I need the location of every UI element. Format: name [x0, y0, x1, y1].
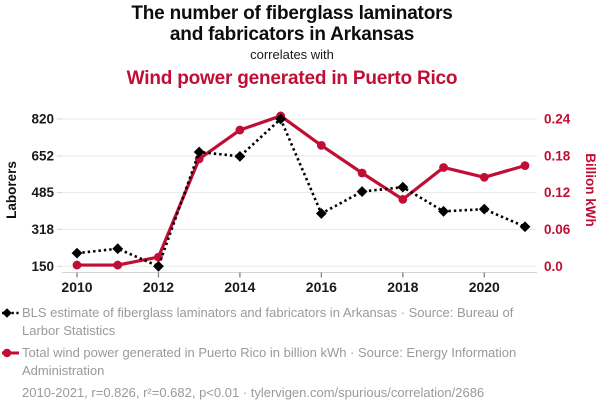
right-axis-tick-label: 0.12: [544, 185, 570, 200]
data-point-circle: [439, 163, 448, 172]
legend-diamond: [2, 308, 12, 318]
right-axis-tick-label: 0.24: [544, 112, 571, 127]
data-point-circle: [398, 195, 408, 204]
right-axis-tick-label: 0.06: [544, 222, 571, 237]
left-axis-tick-label: 820: [31, 112, 54, 127]
x-axis-tick-label: 2010: [61, 279, 92, 295]
data-point-diamond: [234, 150, 246, 162]
data-point-circle: [72, 260, 82, 270]
data-point-circle: [479, 172, 489, 182]
data-point-diamond: [315, 208, 327, 219]
data-point-diamond: [438, 205, 449, 217]
plot-area: 150 318 485 652 820 0.0 0.06 0.12 0.18 0.24 2010 20…: [4, 112, 598, 296]
x-axis-tick-label: 2014: [224, 279, 255, 295]
left-axis-tick-label: 485: [31, 185, 54, 200]
chart-legend: BLS estimate of fiberglass laminators an…: [2, 304, 590, 402]
data-point-circle: [357, 168, 367, 178]
right-axis-title: Billion kWh: [583, 153, 598, 227]
left-axis-title: Laborers: [4, 161, 19, 219]
left-axis-tick-label: 652: [31, 148, 54, 163]
data-point-diamond: [275, 113, 287, 125]
data-point-diamond: [478, 203, 490, 215]
data-point-circle: [316, 140, 326, 150]
data-point-diamond: [397, 181, 409, 193]
data-point-circle: [113, 260, 123, 270]
data-point-circle: [235, 125, 245, 135]
data-point-diamond: [153, 260, 164, 272]
legend-item-label: BLS estimate of fiberglass laminators an…: [22, 305, 514, 338]
chart-title-line2: and fabricators in Arkansas: [169, 24, 415, 45]
left-axis-tick-label: 318: [31, 222, 54, 237]
series-line-windpower: [77, 114, 526, 267]
x-axis-tick-label: 2020: [469, 279, 500, 295]
chart-subtitle: Wind power generated in Puerto Rico: [126, 68, 458, 89]
legend-item-label: Total wind power generated in Puerto Ric…: [22, 345, 517, 378]
diamond-dashed-legend-icon: [2, 308, 19, 318]
legend-circle: [2, 348, 12, 358]
series-line-laborers: [76, 117, 526, 268]
data-point-diamond: [356, 186, 368, 197]
data-point-diamond: [71, 247, 83, 259]
legend-item-windpower: Total wind power generated in Puerto Ric…: [2, 344, 590, 380]
stats-footnote: 2010-2021, r=0.826, r²=0.682, p<0.01 · t…: [22, 385, 485, 400]
chart-title-line1: The number of fiberglass laminators: [131, 3, 453, 24]
data-point-diamond: [112, 243, 124, 255]
chart-title: The number of fiberglass laminators and …: [0, 3, 584, 45]
circle-solid-legend-icon: [2, 348, 19, 358]
left-axis-tick-label: 150: [31, 259, 54, 274]
data-point-diamond: [519, 221, 531, 233]
correlates-with-text: correlates with: [250, 47, 334, 62]
data-point-circle: [520, 161, 530, 171]
x-axis-tick-label: 2012: [143, 279, 174, 295]
right-axis-tick-label: 0.18: [544, 148, 571, 163]
data-point-diamond: [193, 146, 205, 158]
right-axis-tick-label: 0.0: [544, 259, 563, 274]
x-axis-tick-label: 2016: [306, 279, 337, 295]
x-axis-tick-label: 2018: [387, 279, 418, 295]
legend-item-laborers: BLS estimate of fiberglass laminators an…: [2, 304, 590, 340]
